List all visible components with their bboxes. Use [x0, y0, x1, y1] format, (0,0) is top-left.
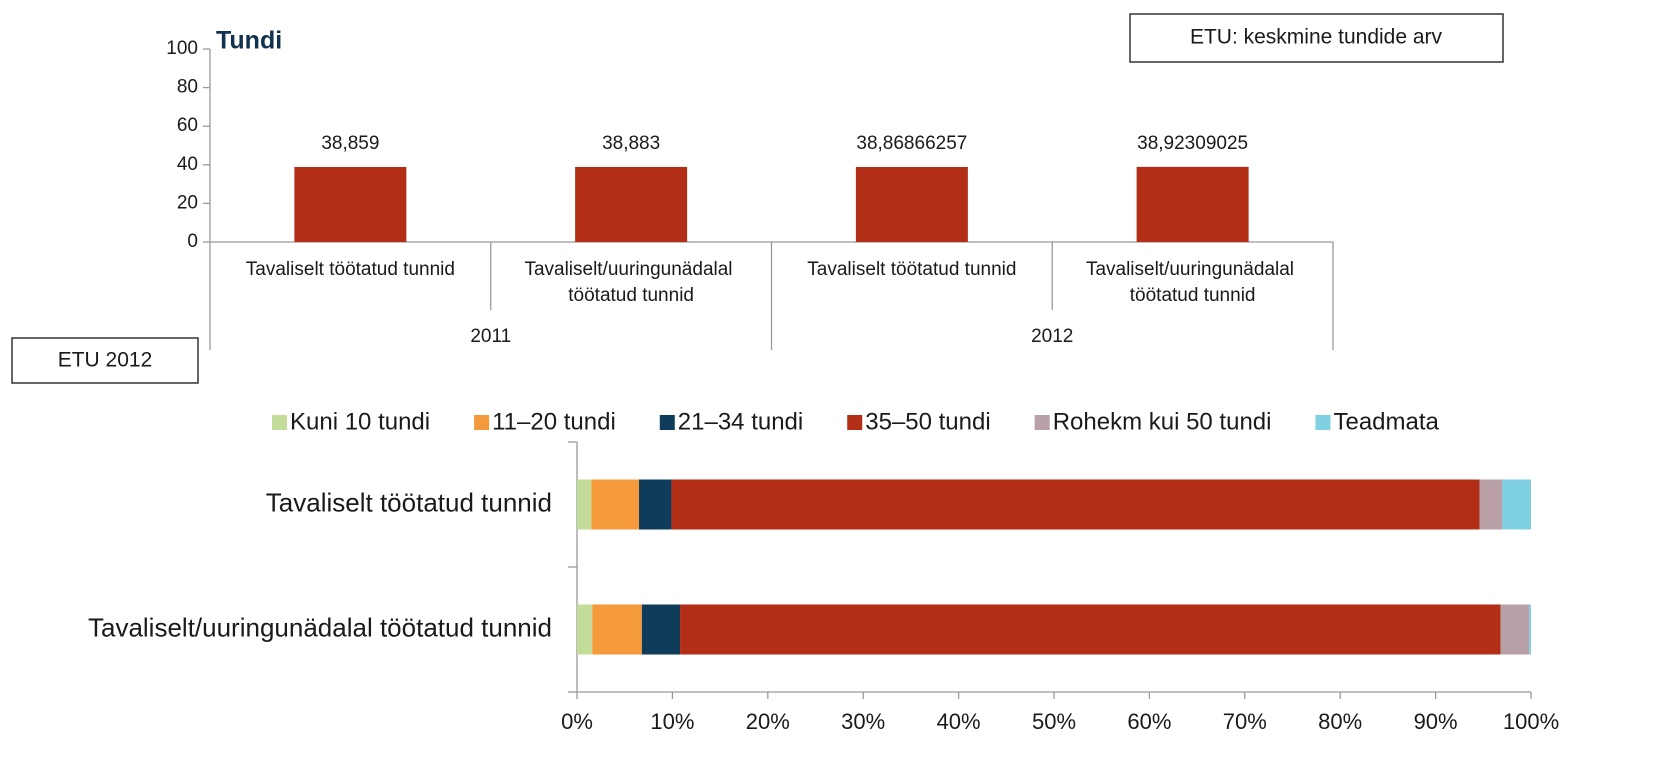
y-tick-label: 0 — [187, 231, 198, 252]
y-axis-label: Tundi — [216, 27, 282, 55]
annotation-box — [1129, 13, 1504, 63]
x-tick-label: Tavaliselt töötatud tunnid — [246, 259, 455, 280]
legend-label: 21–34 tundi — [678, 408, 803, 435]
x-tick-label: 10% — [650, 709, 694, 734]
x-tick-label: 70% — [1223, 709, 1267, 734]
x-tick-label: 20% — [746, 709, 790, 734]
bar-segment — [1479, 479, 1503, 530]
y-tick-label: 60 — [177, 115, 198, 136]
x-tick-label: Tavaliselt/uuringunädalal töötatud tunni… — [1086, 259, 1299, 306]
y-tick-label: 100 — [166, 38, 198, 59]
legend-swatch — [1034, 415, 1050, 430]
bar-segment — [577, 604, 593, 655]
legend-swatch — [272, 415, 287, 430]
x-tick-label: 80% — [1318, 709, 1362, 734]
annotation: ETU: keskmine tundide arv — [1190, 26, 1443, 49]
bar-segment — [592, 604, 642, 655]
group-label: 2011 — [470, 326, 511, 347]
data-label: 38,859 — [321, 133, 379, 154]
bar-segment — [577, 479, 592, 530]
legend-label: 11–20 tundi — [492, 408, 616, 435]
legend-swatch — [1315, 415, 1331, 430]
bar — [1136, 166, 1249, 242]
bar — [294, 167, 407, 242]
legend-swatch — [847, 415, 863, 430]
x-tick-label: 90% — [1414, 709, 1458, 734]
x-tick-label: 100% — [1503, 709, 1559, 734]
bar — [575, 166, 688, 242]
legend-label: 35–50 tundi — [865, 408, 990, 435]
bar-segment — [671, 479, 1480, 530]
y-tick-label: 80 — [177, 77, 198, 98]
bar-segment — [639, 479, 672, 530]
legend-label: Kuni 10 tundi — [290, 408, 430, 435]
data-label: 38,92309025 — [1137, 133, 1248, 154]
y-tick-label: Tavaliselt/uuringunädalal töötatud tunni… — [88, 612, 552, 642]
y-tick-label: 20 — [177, 192, 198, 213]
x-tick-label: 40% — [937, 709, 981, 734]
bar — [855, 166, 968, 242]
legend-label: Rohekm kui 50 tundi — [1053, 408, 1272, 435]
annotation-box — [11, 337, 199, 384]
data-label: 38,883 — [602, 133, 660, 154]
y-tick-label: Tavaliselt töötatud tunnid — [266, 487, 552, 517]
bar-segment — [1502, 479, 1531, 530]
bar-segment — [680, 604, 1501, 655]
x-tick-label: 60% — [1127, 709, 1171, 734]
x-tick-label: Tavaliselt/uuringunädalal töötatud tunni… — [524, 259, 737, 306]
legend-label: Teadmata — [1333, 408, 1439, 435]
x-tick-label: Tavaliselt töötatud tunnid — [807, 259, 1016, 280]
x-tick-label: 50% — [1032, 709, 1076, 734]
x-tick-label: 0% — [561, 709, 593, 734]
legend-swatch — [474, 415, 490, 430]
y-tick-label: 40 — [177, 154, 198, 175]
bar-segment — [591, 479, 640, 530]
x-tick-label: 30% — [841, 709, 885, 734]
legend-swatch — [659, 415, 675, 430]
annotation: ETU 2012 — [58, 349, 153, 372]
bar-segment — [1500, 604, 1530, 655]
bar-segment — [641, 604, 681, 655]
group-label: 2012 — [1031, 326, 1073, 347]
bar-segment — [1529, 604, 1531, 655]
data-label: 38,86866257 — [856, 133, 967, 154]
